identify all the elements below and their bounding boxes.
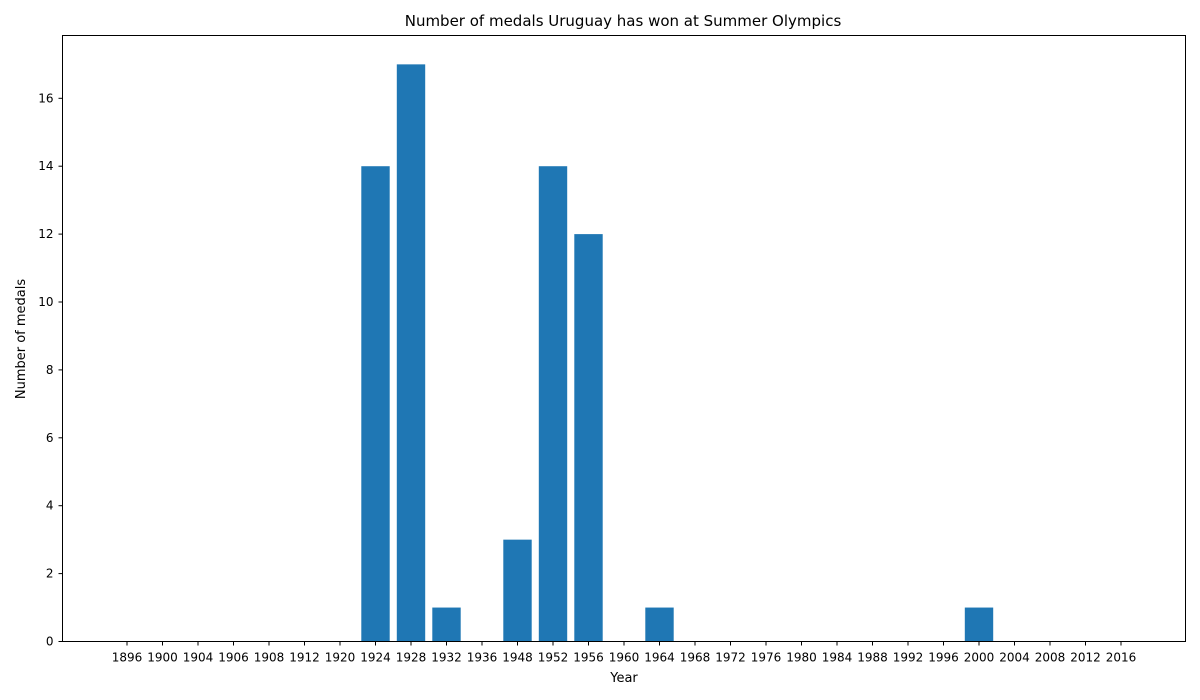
bar-1956 [574, 234, 603, 642]
x-tick-label: 2004 [999, 651, 1030, 665]
x-tick-label: 1900 [147, 651, 178, 665]
x-tick-label: 1996 [928, 651, 959, 665]
x-tick-label: 1972 [715, 651, 746, 665]
y-tick-label: 10 [38, 295, 53, 309]
x-tick-label: 1956 [573, 651, 604, 665]
y-tick-label: 0 [46, 635, 54, 649]
bar-2000 [964, 607, 994, 642]
x-tick-label: 1904 [183, 651, 214, 665]
x-ticks: 1896 1900 1904 1906 1908 1912 1920 1924 1928 1932… [112, 641, 1137, 665]
chart-title: Number of medals Uruguay has won at Summ… [405, 12, 842, 30]
x-tick-label: 1936 [467, 651, 498, 665]
bar-1948 [503, 539, 532, 642]
x-tick-label: 1928 [396, 651, 427, 665]
x-tick-label: 1932 [431, 651, 462, 665]
x-tick-label: 1924 [360, 651, 391, 665]
x-tick-label: 1952 [538, 651, 569, 665]
x-tick-label: 1988 [857, 651, 888, 665]
x-axis-label: Year [609, 671, 638, 686]
x-tick-label: 1976 [751, 651, 782, 665]
x-tick-label: 1960 [609, 651, 640, 665]
x-tick-label: 1912 [289, 651, 320, 665]
y-axis-label: Number of medals [14, 279, 29, 400]
bar-1928 [396, 64, 426, 642]
bar-1924 [361, 166, 390, 642]
x-tick-label: 1980 [786, 651, 817, 665]
x-tick-label: 1906 [218, 651, 249, 665]
y-tick-label: 14 [38, 159, 53, 173]
x-tick-label: 1908 [254, 651, 285, 665]
bar-1932 [432, 607, 461, 642]
bar-1952 [538, 166, 568, 642]
x-tick-label: 2008 [1035, 651, 1066, 665]
y-ticks: 0 2 4 6 8 10 12 14 16 [38, 91, 63, 649]
x-tick-label: 1984 [822, 651, 853, 665]
y-tick-label: 12 [38, 227, 53, 241]
y-tick-label: 4 [46, 499, 54, 513]
bars-group [361, 64, 994, 642]
x-tick-label: 1964 [644, 651, 675, 665]
y-tick-label: 16 [38, 91, 53, 105]
x-tick-label: 1948 [502, 651, 533, 665]
y-tick-label: 6 [46, 431, 54, 445]
x-tick-label: 1968 [680, 651, 711, 665]
x-tick-label: 2016 [1106, 651, 1137, 665]
x-tick-label: 1992 [893, 651, 924, 665]
x-tick-label: 2012 [1070, 651, 1101, 665]
x-tick-label: 1896 [112, 651, 143, 665]
y-tick-label: 8 [46, 363, 54, 377]
x-tick-label: 2000 [964, 651, 995, 665]
y-tick-label: 2 [46, 567, 54, 581]
bar-1964 [645, 607, 674, 642]
plot-frame [62, 35, 1186, 642]
x-tick-label: 1920 [325, 651, 356, 665]
